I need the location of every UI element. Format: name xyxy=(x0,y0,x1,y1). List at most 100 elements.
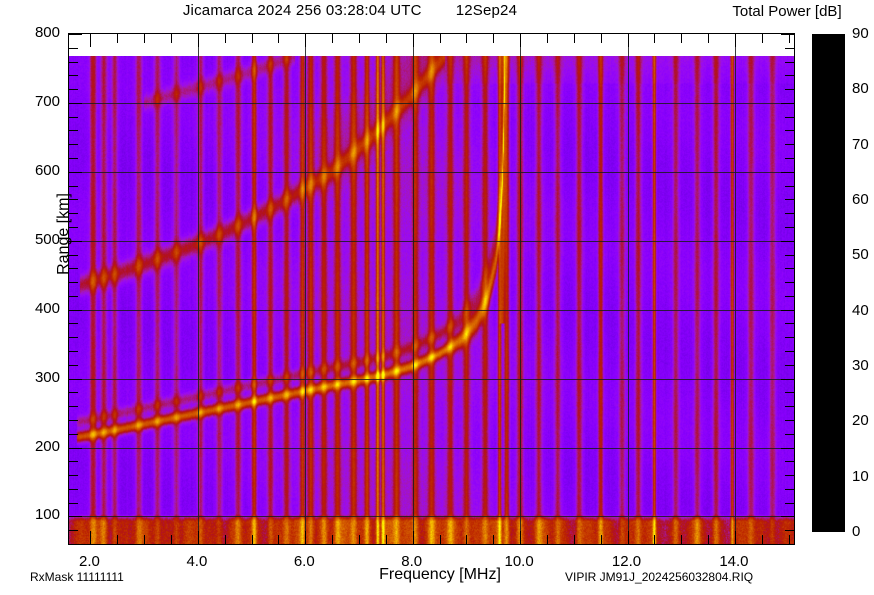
xtick-top-8.0 xyxy=(412,34,414,47)
gridline-x-10 xyxy=(520,34,522,544)
xtick-8.5 xyxy=(439,535,441,544)
xtick-15.0 xyxy=(788,535,790,544)
ytick-right-240 xyxy=(785,419,794,421)
ytick-right-400 xyxy=(781,309,794,311)
x-tick-label-12.0: 12.0 xyxy=(611,553,642,570)
ytick-540 xyxy=(69,213,78,215)
ytick-right-280 xyxy=(785,392,794,394)
colorbar-tick-20-right xyxy=(838,422,844,424)
plot-clip xyxy=(69,34,794,544)
y-tick-label-800: 800 xyxy=(34,24,60,41)
xtick-top-2.5 xyxy=(117,34,119,43)
colorbar-tick-70-right xyxy=(838,145,844,147)
gridline-y-700 xyxy=(69,102,794,104)
xtick-top-15.0 xyxy=(788,34,790,43)
xtick-10.5 xyxy=(546,535,548,544)
ytick-460 xyxy=(69,268,78,270)
x-tick-label-2.0: 2.0 xyxy=(79,553,100,570)
xtick-top-14.0 xyxy=(734,34,736,47)
xtick-4.5 xyxy=(224,535,226,544)
x-tick-label-10.0: 10.0 xyxy=(504,553,534,570)
gridline-y-500 xyxy=(69,240,794,242)
ytick-right-500 xyxy=(781,240,794,242)
colorbar-tick-60-right xyxy=(838,201,844,202)
ytick-right-200 xyxy=(781,447,794,449)
xtick-top-2.0 xyxy=(90,34,92,47)
ytick-340 xyxy=(69,351,78,353)
ytick-right-740 xyxy=(785,75,794,77)
ytick-180 xyxy=(69,461,78,463)
ytick-700 xyxy=(69,102,82,104)
xtick-11.0 xyxy=(573,535,575,544)
gridline-y-400 xyxy=(69,309,794,311)
ytick-100 xyxy=(69,516,82,518)
colorbar-tick-30-right xyxy=(838,367,844,368)
gridline-x-12 xyxy=(627,34,629,544)
colorbar-title: Total Power [dB] xyxy=(732,3,842,20)
ytick-680 xyxy=(69,116,78,118)
source-file-label: VIPIR JM91J_2024256032804.RIQ xyxy=(565,570,754,584)
colorbar-label-20: 20 xyxy=(852,412,869,430)
y-tick-label-300: 300 xyxy=(34,368,60,386)
gridline-x-14 xyxy=(734,34,736,544)
ytick-440 xyxy=(69,282,78,284)
colorbar-tick-50-right xyxy=(838,256,844,258)
ytick-740 xyxy=(69,75,78,77)
xtick-top-9.5 xyxy=(493,34,495,43)
colorbar-label-60: 60 xyxy=(852,191,869,208)
y-tick-label-500: 500 xyxy=(34,230,60,248)
xtick-top-3.0 xyxy=(144,34,146,43)
ytick-right-220 xyxy=(785,433,794,435)
colorbar-label-0: 0 xyxy=(852,523,861,540)
xtick-top-3.5 xyxy=(171,34,173,43)
gridline-y-300 xyxy=(69,378,794,380)
ytick-right-260 xyxy=(785,406,794,408)
xtick-top-5.5 xyxy=(278,34,280,43)
ytick-right-360 xyxy=(785,337,794,339)
ytick-720 xyxy=(69,89,78,91)
colorbar-gradient xyxy=(813,35,844,531)
colorbar-tick-20 xyxy=(813,422,819,424)
ytick-600 xyxy=(69,171,82,173)
xtick-top-8.5 xyxy=(439,34,441,43)
ytick-800 xyxy=(69,34,82,35)
xtick-top-12.0 xyxy=(627,34,629,47)
ytick-140 xyxy=(69,488,78,490)
xtick-2.0 xyxy=(90,531,92,544)
ytick-200 xyxy=(69,447,82,449)
ytick-right-160 xyxy=(785,475,794,477)
colorbar-label-80: 80 xyxy=(852,80,869,98)
colorbar[interactable] xyxy=(812,34,845,532)
x-tick-label-4.0: 4.0 xyxy=(186,553,208,570)
ytick-620 xyxy=(69,158,78,160)
xtick-top-13.5 xyxy=(708,34,710,43)
colorbar-label-70: 70 xyxy=(852,135,869,153)
ionogram-plot-area[interactable] xyxy=(68,33,795,545)
y-tick-label-200: 200 xyxy=(34,437,60,455)
ytick-160 xyxy=(69,475,78,477)
ytick-380 xyxy=(69,323,78,325)
x-tick-label-6.0: 6.0 xyxy=(293,553,315,570)
ytick-560 xyxy=(69,199,78,201)
ytick-right-80 xyxy=(785,530,794,532)
ytick-right-480 xyxy=(785,254,794,256)
ytick-right-560 xyxy=(785,199,794,201)
ytick-right-780 xyxy=(785,47,794,49)
ytick-right-640 xyxy=(785,144,794,146)
xtick-top-11.5 xyxy=(600,34,602,43)
ytick-640 xyxy=(69,144,78,146)
colorbar-tick-60 xyxy=(813,201,819,202)
xtick-top-5.0 xyxy=(251,34,253,43)
title-station-datetime: Jicamarca 2024 256 03:28:04 UTC xyxy=(182,2,422,19)
xtick-7.5 xyxy=(385,535,387,544)
colorbar-tick-10 xyxy=(813,477,819,479)
xtick-top-4.0 xyxy=(197,34,199,47)
ytick-500 xyxy=(69,240,82,242)
page-title: Jicamarca 2024 256 03:28:04 UTC 12Sep24 xyxy=(0,2,700,19)
colorbar-tick-70 xyxy=(813,145,819,147)
xtick-7.0 xyxy=(359,535,360,544)
y-tick-label-100: 100 xyxy=(34,506,60,524)
ytick-320 xyxy=(69,364,78,366)
ytick-right-380 xyxy=(785,323,794,325)
xtick-5.5 xyxy=(278,535,280,544)
